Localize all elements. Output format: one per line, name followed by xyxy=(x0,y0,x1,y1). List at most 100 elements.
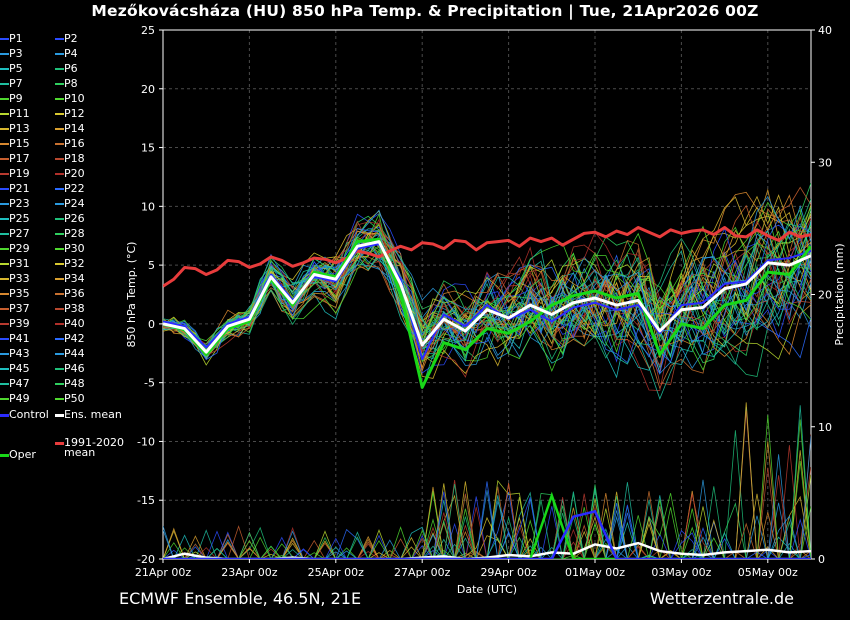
legend-label: P1 xyxy=(9,32,23,45)
legend-label: P5 xyxy=(9,62,23,75)
y-tick-label: -20 xyxy=(137,553,155,566)
legend-swatch xyxy=(55,414,64,417)
y-tick-label: -10 xyxy=(137,435,155,448)
legend-label: 1991-2020 xyxy=(64,436,124,449)
legend-label: P34 xyxy=(64,272,85,285)
legend-swatch xyxy=(0,128,9,130)
legend-swatch xyxy=(0,338,9,340)
member-precip-line xyxy=(163,506,811,559)
member-precip-line xyxy=(163,499,811,559)
legend-swatch xyxy=(0,308,9,310)
legend-swatch xyxy=(55,203,64,205)
legend-swatch xyxy=(55,278,64,280)
legend-label: P9 xyxy=(9,92,23,105)
legend-swatch xyxy=(0,158,9,160)
legend-label: P41 xyxy=(9,332,30,345)
legend-swatch xyxy=(0,218,9,220)
y-tick-label: -15 xyxy=(137,494,155,507)
series-control-line xyxy=(163,242,811,361)
legend-label: P14 xyxy=(64,122,85,135)
legend-swatch xyxy=(0,173,9,175)
legend-swatch xyxy=(0,98,9,100)
legend-label: P6 xyxy=(64,62,78,75)
legend-swatch xyxy=(55,383,64,385)
member-line xyxy=(163,198,811,345)
member-line xyxy=(163,227,811,376)
legend-swatch xyxy=(55,248,64,250)
legend-label: P20 xyxy=(64,167,85,180)
legend-swatch xyxy=(55,338,64,340)
legend-swatch xyxy=(0,113,9,115)
y2-tick-label: 20 xyxy=(818,289,832,302)
legend-swatch xyxy=(55,263,64,265)
legend-label: P10 xyxy=(64,92,85,105)
legend-label: P37 xyxy=(9,302,30,315)
legend-label: P36 xyxy=(64,287,85,300)
legend-swatch xyxy=(55,368,64,370)
legend-swatch xyxy=(55,158,64,160)
legend-label: Ens. mean xyxy=(64,408,122,421)
legend-label: P47 xyxy=(9,377,30,390)
member-precip-line xyxy=(163,481,811,559)
ensemble-members xyxy=(163,183,811,559)
legend-swatch xyxy=(0,248,9,250)
member-precip-line xyxy=(163,479,811,559)
legend-swatch xyxy=(55,68,64,70)
legend-label: P17 xyxy=(9,152,30,165)
legend-swatch xyxy=(0,398,9,400)
member-precip-line xyxy=(163,481,811,559)
legend-label: P7 xyxy=(9,77,23,90)
legend-swatch xyxy=(0,143,9,145)
y-tick-label: 25 xyxy=(141,24,155,37)
member-precip-line xyxy=(163,410,811,559)
legend-label: P38 xyxy=(64,302,85,315)
member-precip-line xyxy=(163,506,811,559)
member-precip-line xyxy=(163,507,811,559)
legend-swatch xyxy=(0,83,9,85)
legend-swatch xyxy=(55,143,64,145)
legend-swatch xyxy=(0,454,9,457)
series-climate-line xyxy=(163,225,811,288)
legend-swatch xyxy=(55,173,64,175)
legend-swatch xyxy=(55,442,64,445)
legend-swatch xyxy=(0,38,9,40)
y-tick-label: 0 xyxy=(148,318,155,331)
legend-swatch xyxy=(55,98,64,100)
legend-label: P16 xyxy=(64,137,85,150)
series-mean-line xyxy=(163,240,811,354)
legend-swatch xyxy=(55,53,64,55)
x-tick-label: 03May 00z xyxy=(651,566,711,579)
legend-swatch xyxy=(0,353,9,355)
legend-label: P32 xyxy=(64,257,85,270)
legend-swatch xyxy=(0,414,9,417)
legend-label: P45 xyxy=(9,362,30,375)
legend-swatch xyxy=(0,323,9,325)
legend-label: P25 xyxy=(9,212,30,225)
member-precip-line xyxy=(163,467,811,559)
legend-label: P49 xyxy=(9,392,30,405)
y2-axis-label: Precipitation (mm) xyxy=(833,243,846,345)
y-tick-label: -5 xyxy=(144,377,155,390)
page-title: Mezőkovácsháza (HU) 850 hPa Temp. & Prec… xyxy=(91,2,759,20)
member-precip-line xyxy=(163,508,811,559)
y2-tick-label: 0 xyxy=(818,553,825,566)
legend-label: P26 xyxy=(64,212,85,225)
legend-label: P31 xyxy=(9,257,30,270)
plot-area xyxy=(163,183,811,559)
source-label: ECMWF Ensemble, 46.5N, 21E xyxy=(119,589,362,608)
member-precip-line xyxy=(163,445,811,559)
y2-tick-label: 30 xyxy=(818,156,832,169)
legend-label: P39 xyxy=(9,317,30,330)
member-precip-line xyxy=(163,434,811,559)
legend-swatch xyxy=(0,263,9,265)
legend-label: P29 xyxy=(9,242,30,255)
legend-label: P35 xyxy=(9,287,30,300)
legend-climate-mean-label2: mean xyxy=(64,446,96,459)
legend-label: P46 xyxy=(64,362,85,375)
member-line xyxy=(163,207,811,360)
legend-swatch xyxy=(0,68,9,70)
legend-swatch xyxy=(55,233,64,235)
member-precip-line xyxy=(163,505,811,559)
legend-label: P22 xyxy=(64,182,85,195)
member-precip-line xyxy=(163,493,811,559)
